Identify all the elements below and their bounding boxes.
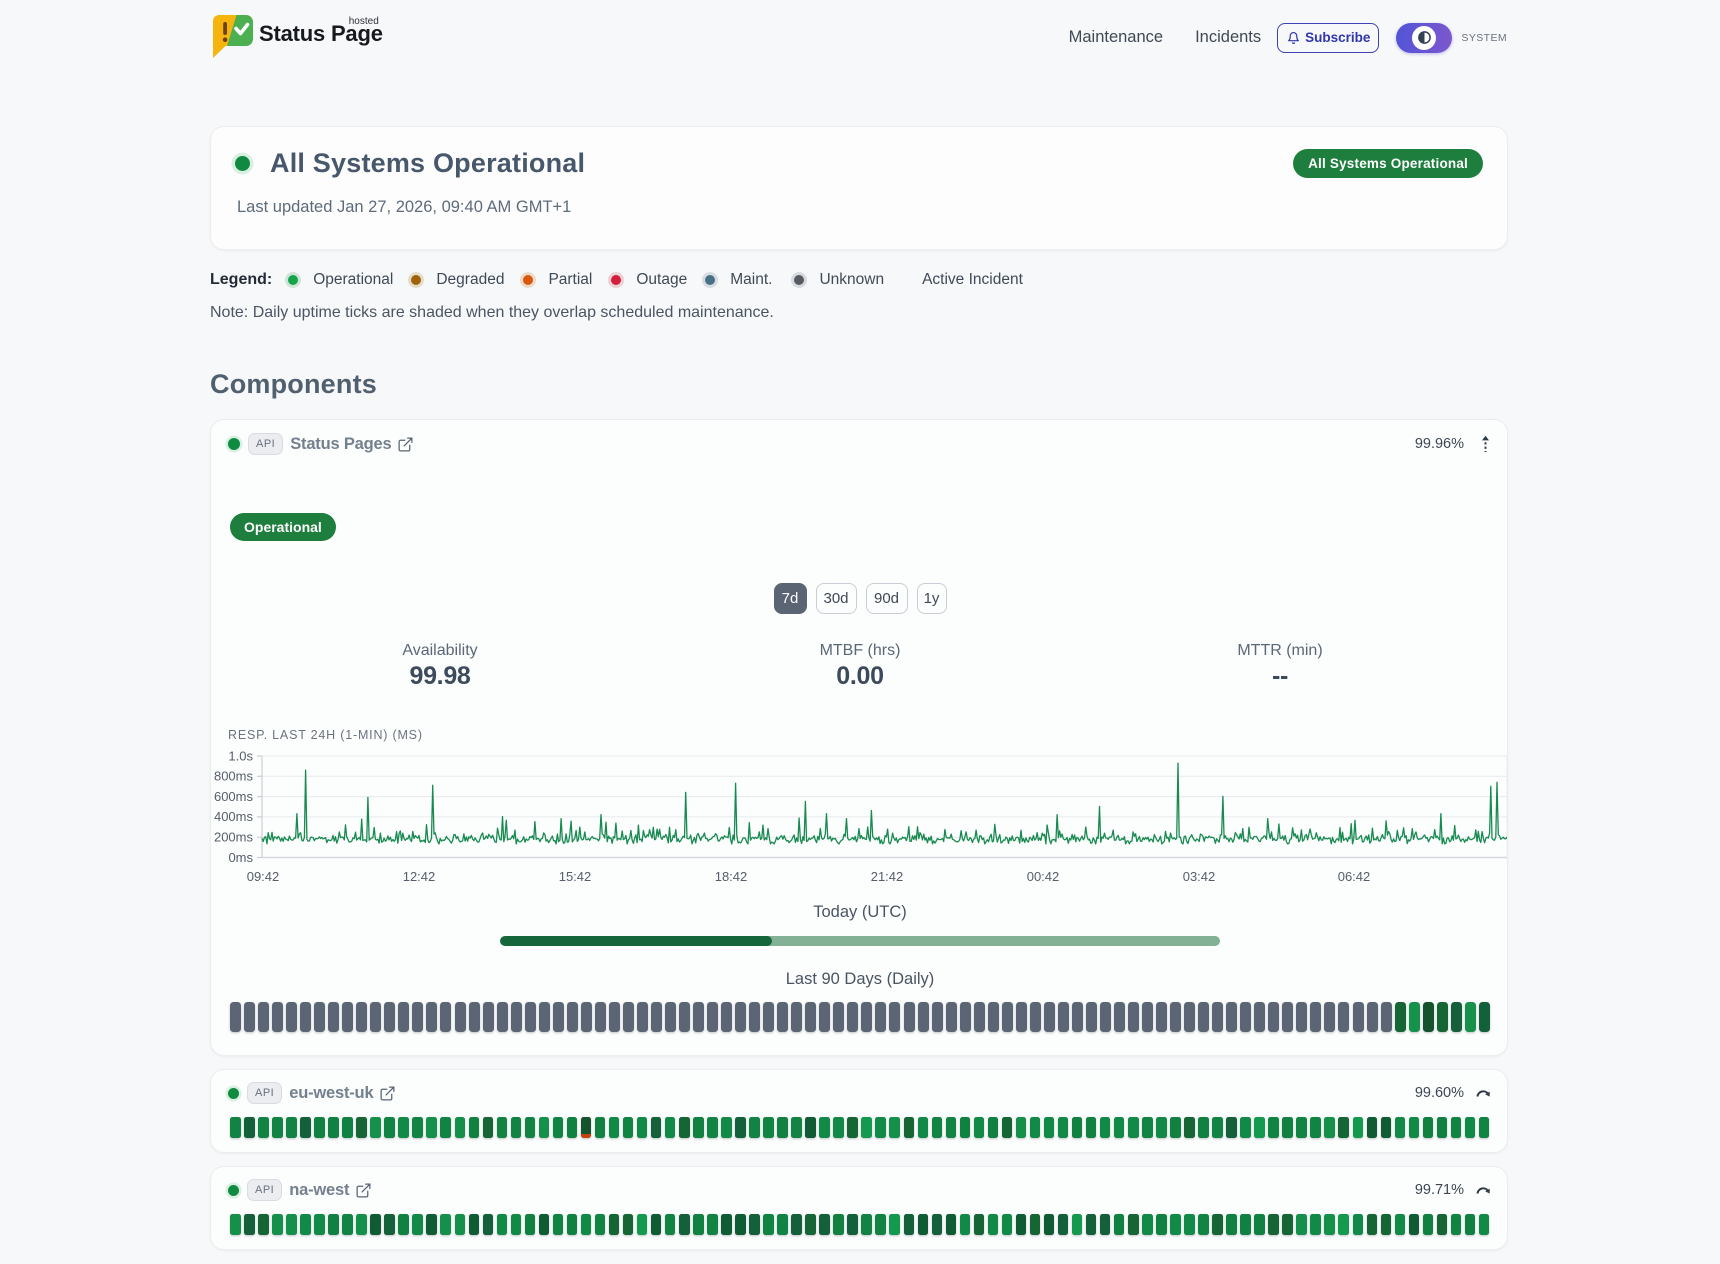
svg-text:00:42: 00:42 [1027,869,1060,884]
svg-text:1.0s: 1.0s [228,748,253,763]
svg-text:400ms: 400ms [214,809,254,824]
svg-text:21:42: 21:42 [871,869,904,884]
svg-text:06:42: 06:42 [1338,869,1371,884]
svg-text:800ms: 800ms [214,769,254,784]
svg-text:0ms: 0ms [228,850,253,865]
svg-text:09:42: 09:42 [247,869,280,884]
svg-text:18:42: 18:42 [715,869,748,884]
svg-text:15:42: 15:42 [559,869,592,884]
svg-text:200ms: 200ms [214,830,254,845]
svg-text:12:42: 12:42 [403,869,436,884]
svg-text:600ms: 600ms [214,789,254,804]
svg-text:03:42: 03:42 [1183,869,1216,884]
